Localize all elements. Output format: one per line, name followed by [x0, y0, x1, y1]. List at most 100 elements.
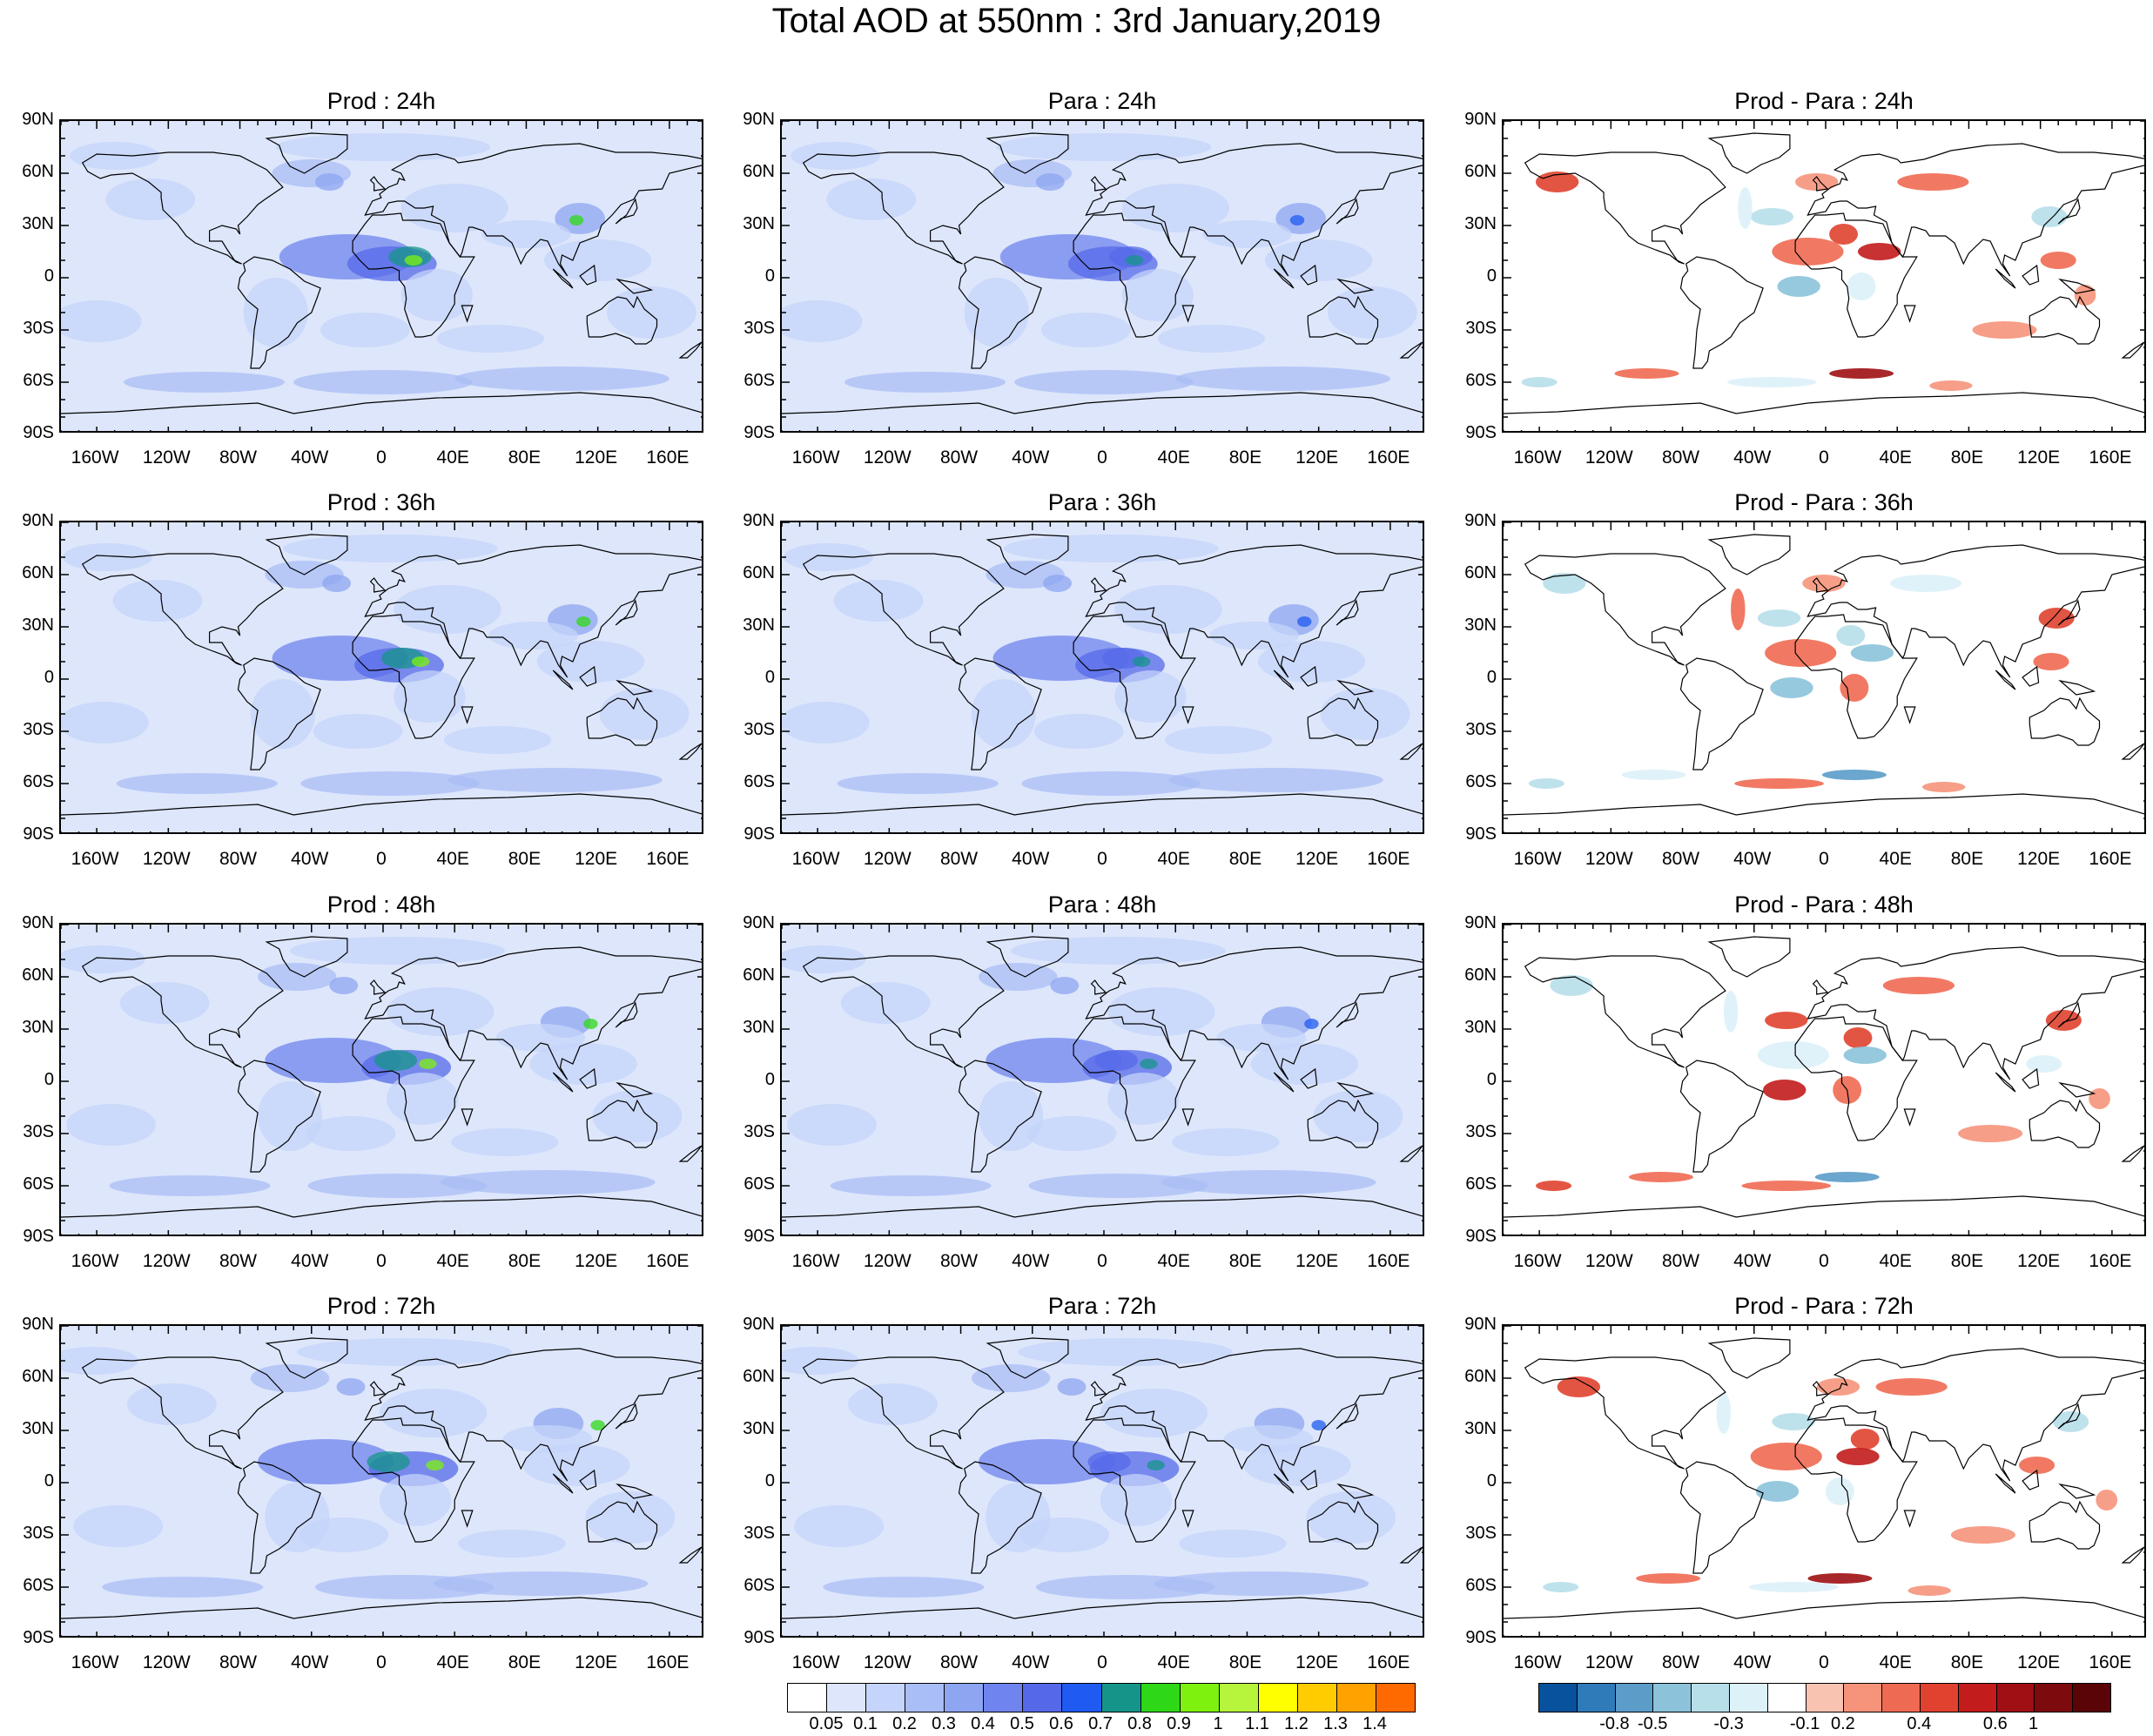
- longitude-tick-label: 120E: [1295, 1652, 1339, 1672]
- panel-title: Prod - Para : 24h: [1734, 88, 1914, 114]
- longitude-tick-label: 80E: [1950, 849, 1984, 869]
- colorbar-box: [1692, 1684, 1730, 1712]
- aerosol-plume: [1327, 286, 1417, 339]
- coastline: [2058, 679, 2096, 696]
- aerosol-plume: [971, 1364, 1051, 1392]
- colorbar-label: -0.5: [1637, 1714, 1668, 1733]
- longitude-tick-label: 160W: [1513, 1652, 1562, 1672]
- latitude-tick-label: 60N: [22, 563, 54, 582]
- map-svg: [782, 522, 1423, 832]
- longitude-tick-label: 80E: [1228, 849, 1262, 869]
- coastline: [352, 1417, 475, 1543]
- longitude-tick-label: 120W: [863, 1251, 912, 1271]
- aerosol-plume: [451, 1128, 559, 1156]
- longitude-tick-label: 120W: [863, 1652, 912, 1672]
- coastline: [1707, 132, 1791, 174]
- antarctic-coastline: [1504, 793, 2144, 816]
- aerosol-plume: [1243, 1444, 1351, 1486]
- colorbar-box: [1376, 1684, 1415, 1712]
- coastline: [958, 1461, 1042, 1574]
- map-panel: Para : 72h 90N 60N 30N 0 30S 60S 90S 160W 120W 80W…: [743, 1293, 1424, 1672]
- aerosol-plume: [592, 1090, 683, 1142]
- latitude-tick-label: 90S: [1465, 1227, 1497, 1246]
- colorbar-box: [1729, 1684, 1768, 1712]
- aerosol-plume: [784, 543, 873, 571]
- coastline: [1073, 212, 1196, 338]
- latitude-tick-label: 60S: [23, 1576, 54, 1595]
- longitude-tick-label: 120W: [142, 1251, 191, 1271]
- aerosol-plume: [823, 1577, 985, 1598]
- difference-plume: [1816, 1378, 1860, 1396]
- aerosol-plume: [1014, 370, 1194, 394]
- longitude-tick-label: 160E: [646, 447, 690, 468]
- aerosol-plume: [837, 773, 999, 794]
- longitude-tick-label: 0: [1097, 1251, 1107, 1271]
- colorbar-box: [2073, 1684, 2110, 1712]
- difference-plume: [1850, 644, 1894, 662]
- difference-plume: [1850, 1429, 1880, 1450]
- aerosol-plume: [258, 963, 337, 991]
- colorbar-box: [1920, 1684, 1959, 1712]
- coastline: [265, 1337, 348, 1379]
- panel-title: Para : 36h: [1047, 489, 1157, 515]
- difference-plume: [2096, 1490, 2118, 1511]
- latitude-tick-label: 30S: [743, 1524, 775, 1543]
- aerosol-plume: [1050, 977, 1080, 994]
- coastline: [237, 1060, 321, 1173]
- aerosol-plume: [1172, 1128, 1280, 1156]
- longitude-tick-label: 40W: [1012, 1251, 1050, 1271]
- coastline: [364, 946, 702, 1080]
- aerosol-plume: [447, 768, 663, 792]
- aerosol-plume: [1265, 239, 1373, 281]
- coastline: [1903, 305, 1916, 323]
- map-frame: [1502, 923, 2146, 1236]
- longitude-tick-label: 120E: [575, 1652, 618, 1672]
- longitude-tick-label: 80W: [1661, 447, 1700, 468]
- longitude-tick-label: 120W: [1584, 1652, 1633, 1672]
- difference-plume: [1840, 674, 1869, 702]
- coastline: [1336, 1403, 1359, 1430]
- coastline: [802, 1356, 1005, 1470]
- difference-plume: [1723, 991, 1739, 1033]
- longitude-tick-label: 80W: [939, 1251, 979, 1271]
- difference-plume: [1929, 380, 1973, 391]
- difference-plume: [1843, 1046, 1887, 1064]
- difference-plume: [1770, 677, 1813, 698]
- coastline: [1794, 614, 1918, 739]
- latitude-tick-label: 30S: [23, 1122, 54, 1141]
- colorbar-label: 1: [2028, 1714, 2039, 1733]
- aerosol-plume: [458, 1530, 566, 1558]
- latitude-tick-label: 0: [44, 668, 54, 687]
- longitude-tick-label: 120E: [575, 1251, 618, 1271]
- aerosol-plume: [569, 215, 584, 225]
- coastline: [802, 151, 1005, 265]
- colorbar-box: [1767, 1684, 1807, 1712]
- coastline: [1307, 295, 1379, 345]
- coastlines: [61, 1337, 702, 1619]
- map-frame: [1502, 119, 2146, 433]
- latitude-tick-label: 60S: [743, 371, 775, 390]
- difference-plume: [1716, 1392, 1732, 1434]
- coastline: [461, 706, 474, 724]
- latitude-tick-label: 60N: [1464, 162, 1497, 181]
- longitude-tick-label: 120E: [2017, 849, 2061, 869]
- longitude-tick-label: 80W: [939, 849, 979, 869]
- aerosol-plume: [590, 1420, 605, 1430]
- coastline: [369, 1381, 387, 1396]
- coastline: [1807, 544, 2144, 678]
- antarctic-coastline: [61, 1597, 702, 1619]
- longitude-tick-label: 80W: [219, 1251, 258, 1271]
- coastline: [2057, 198, 2081, 225]
- aerosol-plume: [848, 1383, 938, 1425]
- longitude-tick-label: 80W: [939, 1652, 979, 1672]
- coastline: [81, 151, 284, 265]
- longitude-tick-label: 160W: [1513, 849, 1562, 869]
- longitude-tick-label: 80E: [508, 1251, 542, 1271]
- coastline: [1090, 979, 1107, 995]
- colorbar-box: [1140, 1684, 1181, 1712]
- map-panel: Prod - Para : 24h 90N 60N 30N 0 30S 60S 90S 160W…: [1464, 88, 2146, 468]
- coastline: [1085, 544, 1423, 678]
- latitude-tick-label: 90N: [22, 913, 54, 932]
- difference-plume: [1922, 782, 1966, 792]
- aerosol-plume: [1168, 768, 1383, 792]
